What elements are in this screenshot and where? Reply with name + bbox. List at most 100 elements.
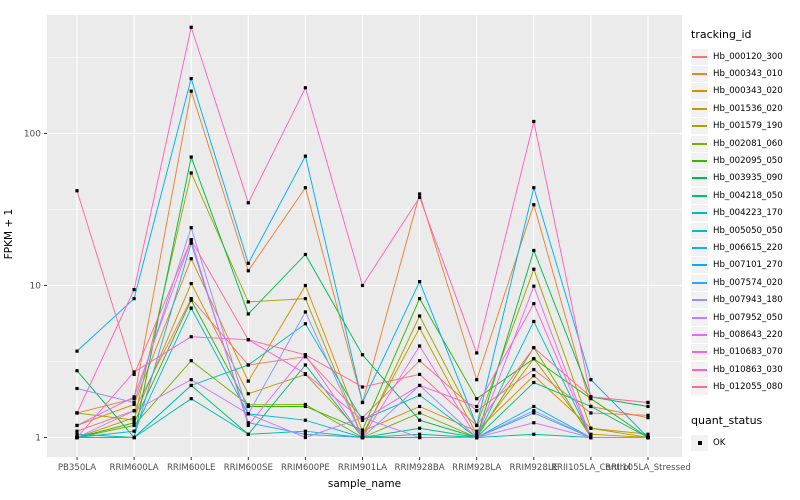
data-point: [418, 195, 422, 199]
data-point: [360, 283, 365, 288]
legend-entry-label: Hb_007101_270: [713, 260, 783, 271]
data-point: [475, 397, 479, 401]
data-point: [418, 393, 422, 397]
series-line-icon: [691, 292, 708, 309]
data-point: [303, 86, 307, 90]
data-point: [75, 369, 79, 373]
legend-entry: Hb_007943_180: [691, 291, 799, 309]
data-point: [532, 284, 536, 288]
data-point: [303, 154, 307, 158]
data-point: [75, 349, 79, 353]
data-point: [418, 344, 422, 348]
data-point: [246, 392, 250, 396]
legend-entry: Hb_001536_020: [691, 100, 799, 117]
data-point: [75, 432, 79, 436]
legend-entry-label: Hb_006615_220: [713, 242, 783, 253]
legend-entry: Hb_000343_020: [691, 83, 799, 100]
data-point: [132, 418, 136, 422]
data-point: [475, 429, 479, 433]
data-point: [75, 189, 79, 193]
data-point: [646, 435, 650, 440]
data-point: [132, 435, 136, 440]
data-point: [418, 432, 422, 436]
data-point: [246, 412, 250, 416]
data-point: [246, 432, 250, 436]
legend-title-quant-status: quant_status: [691, 413, 763, 427]
data-point: [189, 257, 193, 261]
series-line-icon: [691, 344, 708, 361]
data-point: [132, 421, 136, 425]
data-point: [189, 306, 193, 310]
legend-entry: Hb_006615_220: [691, 239, 799, 256]
data-point: [189, 25, 193, 29]
data-point: [75, 435, 79, 440]
y-tick-label: 1: [35, 434, 41, 444]
series-line-icon: [691, 83, 708, 100]
x-tick-label: RRIM928LE: [510, 463, 559, 473]
data-point: [475, 423, 479, 428]
data-point: [189, 241, 193, 245]
legend-entry-label: Hb_007952_050: [713, 312, 783, 323]
ok-square-icon: [691, 434, 708, 451]
data-point: [360, 353, 365, 357]
series-line-icon: [691, 379, 708, 396]
data-point: [246, 269, 250, 273]
data-point: [189, 226, 193, 230]
data-point: [475, 404, 479, 409]
legend: tracking_id Hb_000120_300 Hb_000343_010 …: [691, 28, 799, 451]
legend-entry: Hb_004223_170: [691, 205, 799, 222]
data-point: [189, 297, 193, 301]
legend-entry: Hb_010863_030: [691, 361, 799, 378]
data-point: [532, 119, 536, 124]
series-line-icon: [691, 239, 708, 256]
data-point: [589, 404, 593, 409]
data-point: [418, 326, 422, 330]
data-point: [360, 418, 365, 422]
series-line-icon: [691, 257, 708, 274]
x-axis-title: sample_name: [327, 478, 402, 490]
data-point: [646, 432, 650, 436]
data-point: [75, 423, 79, 428]
plot-svg: 1 10 100 PB350LA RRIM600LA RRIM600LE RRIM600SE…: [24, 15, 690, 473]
legend-entry: Hb_001579_190: [691, 118, 799, 135]
legend-entry-label: Hb_007574_020: [713, 277, 783, 288]
data-point: [189, 359, 193, 363]
data-point: [246, 261, 250, 265]
legend-entry-label: Hb_005050_050: [713, 225, 783, 236]
data-point: [189, 171, 193, 175]
data-point: [246, 363, 250, 367]
data-point: [246, 312, 250, 316]
data-point: [646, 413, 650, 417]
x-tick-label: PB350LA: [58, 463, 96, 473]
legend-entry-label: Hb_012055_080: [713, 382, 783, 393]
data-point: [75, 386, 79, 391]
data-point: [303, 363, 307, 367]
data-point: [589, 411, 593, 415]
series-line-icon: [691, 205, 708, 222]
legend-entry-label: OK: [713, 437, 726, 448]
legend-entry-label: Hb_008643_220: [713, 329, 783, 340]
data-point: [132, 423, 136, 428]
data-point: [532, 374, 536, 378]
legend-entry-label: Hb_003935_090: [713, 173, 783, 184]
legend-entry: Hb_000343_010: [691, 65, 799, 83]
data-point: [418, 192, 422, 196]
data-point: [532, 357, 536, 361]
data-point: [189, 89, 193, 93]
data-point: [246, 379, 250, 383]
legend-entry: Hb_007101_270: [691, 257, 799, 274]
legend-entry-label: Hb_007943_180: [713, 295, 783, 306]
data-point: [589, 432, 593, 436]
data-point: [303, 404, 307, 409]
data-point: [532, 404, 536, 409]
legend-entry-label: Hb_010863_030: [713, 364, 783, 375]
data-point: [475, 435, 479, 440]
data-point: [532, 302, 536, 306]
data-point: [418, 383, 422, 388]
data-point: [303, 297, 307, 301]
data-point: [532, 411, 536, 415]
data-point: [475, 432, 479, 436]
legend-entry: Hb_007574_020: [691, 274, 799, 291]
data-point: [75, 429, 79, 433]
data-point: [475, 378, 479, 382]
